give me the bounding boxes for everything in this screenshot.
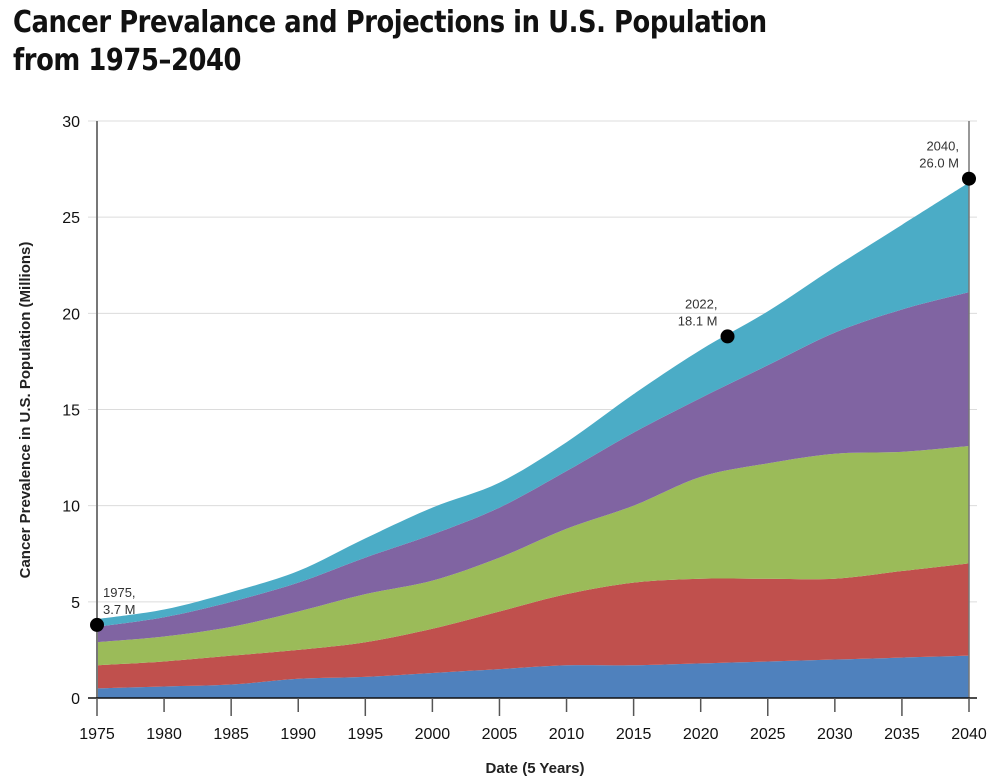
annotation-label-value: 3.7 M xyxy=(103,602,136,617)
chart-title-line-1: Cancer Prevalance and Projections in U.S… xyxy=(13,5,767,40)
axes xyxy=(88,121,977,716)
x-tick-label: 1990 xyxy=(280,726,316,743)
x-tick-labels: 1975 1980 1985 1990 1995 2000 2005 2010 2015 2020… xyxy=(79,726,987,743)
annotation-point xyxy=(90,617,104,632)
annotation-point xyxy=(962,171,976,186)
x-tick-label: 2020 xyxy=(683,726,719,743)
chart-title-line-2: from 1975–2040 xyxy=(13,43,242,78)
area-series-3 xyxy=(97,446,969,666)
x-tick-label: 2025 xyxy=(750,726,786,743)
x-tick-label: 2040 xyxy=(951,726,987,743)
x-tick-label: 2010 xyxy=(549,726,585,743)
annotations: 1975, 3.7 M 2022, 18.1 M 2040, 26.0 M xyxy=(90,139,976,632)
y-tick-label: 25 xyxy=(62,210,80,227)
y-tick-label: 0 xyxy=(71,691,80,708)
annotation-label-value: 26.0 M xyxy=(919,156,959,171)
x-tick-label: 2000 xyxy=(415,726,451,743)
area-series-4 xyxy=(97,292,969,643)
y-tick-label: 15 xyxy=(62,403,80,420)
y-axis-title: Cancer Prevalence in U.S. Population (Mi… xyxy=(17,242,34,579)
y-tick-label: 30 xyxy=(62,114,80,131)
x-tick-label: 2015 xyxy=(616,726,652,743)
annotation-label-year: 1975, xyxy=(103,585,136,600)
annotation-label-year: 2022, xyxy=(685,296,718,311)
x-tick-label: 2030 xyxy=(817,726,853,743)
x-tick-label: 2035 xyxy=(884,726,920,743)
annotation-label-year: 2040, xyxy=(926,139,959,154)
x-tick-label: 1975 xyxy=(79,726,115,743)
x-tick-label: 1995 xyxy=(348,726,384,743)
area-series-1 xyxy=(97,655,969,698)
annotation-point xyxy=(720,329,735,344)
x-tick-label: 2005 xyxy=(482,726,518,743)
x-axis-title: Date (5 Years) xyxy=(486,760,585,777)
y-tick-labels: 0 5 10 15 20 25 30 xyxy=(62,114,80,708)
annotation-label-value: 18.1 M xyxy=(678,313,718,328)
area-series-2 xyxy=(97,563,969,689)
x-tick-label: 1985 xyxy=(213,726,249,743)
chart-title: Cancer Prevalance and Projections in U.S… xyxy=(13,4,787,80)
y-tick-label: 20 xyxy=(62,306,80,323)
x-tick-label: 1980 xyxy=(146,726,182,743)
area-layers xyxy=(97,182,969,698)
y-tick-label: 10 xyxy=(62,499,80,516)
y-tick-label: 5 xyxy=(71,595,80,612)
